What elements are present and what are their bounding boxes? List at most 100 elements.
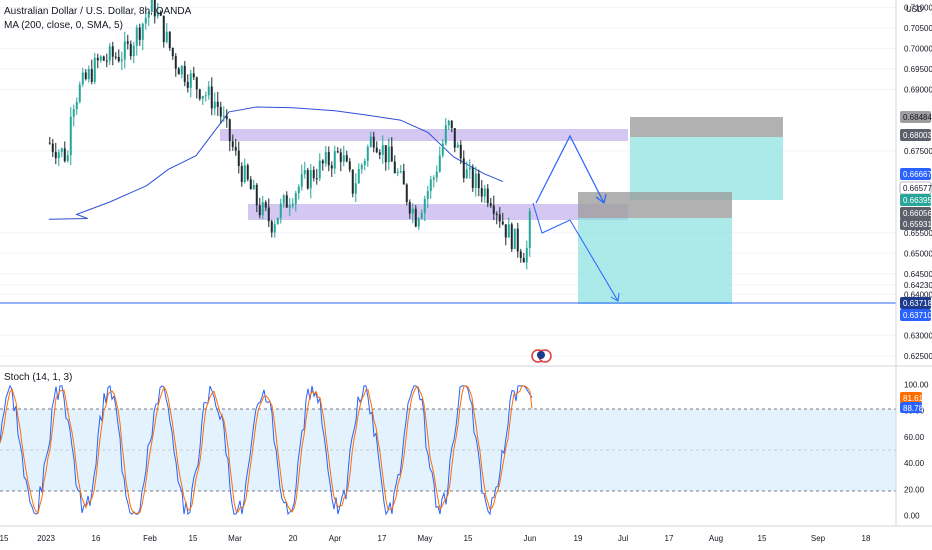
projection-path-down[interactable]: [532, 202, 619, 302]
svg-text:81.61: 81.61: [903, 394, 924, 403]
candle-body: [99, 56, 102, 61]
candle-body: [462, 158, 465, 179]
candle-body: [324, 152, 327, 164]
candle-body: [300, 174, 303, 187]
candle-body: [135, 27, 138, 46]
stoch-axis-tick: 40.00: [904, 459, 925, 468]
candle-body: [150, 0, 153, 12]
price-axis-tick: 0.70000: [904, 44, 932, 53]
candle-body: [171, 48, 174, 57]
svg-text:0.68484: 0.68484: [903, 113, 932, 122]
candle-body: [57, 152, 60, 159]
short-target-box[interactable]: [630, 137, 783, 200]
price-tag[interactable]: 0.66577: [899, 181, 932, 195]
price-tag[interactable]: 0.66056: [900, 207, 932, 219]
candle-body: [147, 11, 150, 18]
candle-body: [165, 31, 168, 43]
candle-body: [198, 89, 201, 99]
candle-body: [195, 77, 198, 90]
candle-body: [294, 193, 297, 204]
chart-title[interactable]: Australian Dollar / U.S. Dollar, 8h, OAN…: [4, 6, 192, 17]
candle-body: [207, 86, 210, 96]
price-tag[interactable]: 0.66667: [900, 168, 932, 180]
short-stop-box[interactable]: [630, 117, 783, 137]
price-axis-tick: 0.64000: [904, 290, 932, 299]
support-zone[interactable]: [248, 204, 628, 220]
candle-body: [483, 188, 486, 197]
projection-path-up[interactable]: [535, 134, 605, 204]
price-axis-tick: 0.67500: [904, 147, 932, 156]
candle-body: [513, 228, 516, 249]
candle-body: [84, 72, 87, 79]
candle-body: [288, 205, 291, 208]
candle-body: [66, 155, 69, 161]
candle-body: [423, 198, 426, 213]
svg-text:0.66577: 0.66577: [903, 184, 932, 193]
stoch-value-tag[interactable]: 88.78: [900, 402, 924, 413]
time-axis-tick: 17: [378, 534, 387, 543]
price-axis-tick: 0.62500: [904, 352, 932, 361]
candle-body: [309, 169, 312, 189]
candle-body: [270, 221, 273, 233]
candle-body: [51, 143, 54, 152]
long-stop-box[interactable]: [578, 192, 732, 218]
projection-arrowhead-2: [610, 292, 620, 302]
candle-body: [393, 161, 396, 174]
long-target-box[interactable]: [578, 218, 732, 304]
svg-text:0.63710: 0.63710: [903, 311, 932, 320]
price-tag[interactable]: 0.63710: [900, 309, 932, 321]
candle-body: [78, 84, 81, 102]
projection-arrowhead-1: [595, 193, 607, 205]
time-axis-tick: Mar: [228, 534, 242, 543]
price-tag[interactable]: 0.63718: [900, 297, 932, 309]
candle-body: [399, 171, 402, 173]
candle-body: [369, 136, 372, 147]
time-axis-tick: Feb: [143, 534, 157, 543]
candle-body: [447, 120, 450, 126]
candle-body: [381, 145, 384, 155]
resistance-zone[interactable]: [220, 129, 628, 141]
candle-body: [114, 56, 117, 58]
price-tag[interactable]: 0.68484: [900, 111, 932, 123]
candle-body: [87, 69, 90, 79]
candle-body: [120, 59, 123, 62]
svg-text:0.63718: 0.63718: [903, 299, 932, 308]
candle-body: [495, 213, 498, 215]
candle-body: [498, 214, 501, 222]
candle-body: [402, 171, 405, 185]
stoch-value-tag[interactable]: 81.61: [900, 392, 924, 403]
time-axis-tick: Jun: [524, 534, 537, 543]
price-tag[interactable]: 0.68003: [900, 129, 932, 141]
stoch-axis-tick: 100.00: [904, 381, 929, 390]
candle-body: [222, 115, 225, 117]
price-tag[interactable]: 0.65931: [900, 218, 932, 230]
candle-body: [243, 165, 246, 183]
candle-body: [450, 120, 453, 129]
candle-body: [213, 101, 216, 109]
candle-body: [228, 119, 231, 142]
price-tag[interactable]: 0.66395: [900, 194, 932, 206]
stoch-legend[interactable]: Stoch (14, 1, 3): [4, 372, 73, 383]
candle-body: [231, 141, 234, 147]
candle-body: [522, 257, 525, 263]
candle-body: [225, 115, 228, 120]
candle-body: [378, 152, 381, 155]
candle-body: [336, 151, 339, 153]
candle-body: [132, 45, 135, 57]
candle-body: [387, 146, 390, 163]
price-axis-tick: 0.71000: [904, 3, 932, 12]
candle-body: [396, 172, 399, 174]
candle-body: [174, 56, 177, 69]
candle-body: [153, 0, 156, 17]
candle-body: [426, 191, 429, 199]
candle-body: [141, 23, 144, 40]
economic-event-flag-icon[interactable]: [531, 349, 552, 363]
svg-text:0.66056: 0.66056: [903, 209, 932, 218]
candle-body: [441, 143, 444, 156]
candle-body: [75, 101, 78, 110]
candle-body: [501, 221, 504, 225]
svg-text:88.78: 88.78: [903, 404, 924, 413]
ma-legend[interactable]: MA (200, close, 0, SMA, 5): [4, 20, 123, 31]
stoch-d-line: [0, 385, 533, 515]
